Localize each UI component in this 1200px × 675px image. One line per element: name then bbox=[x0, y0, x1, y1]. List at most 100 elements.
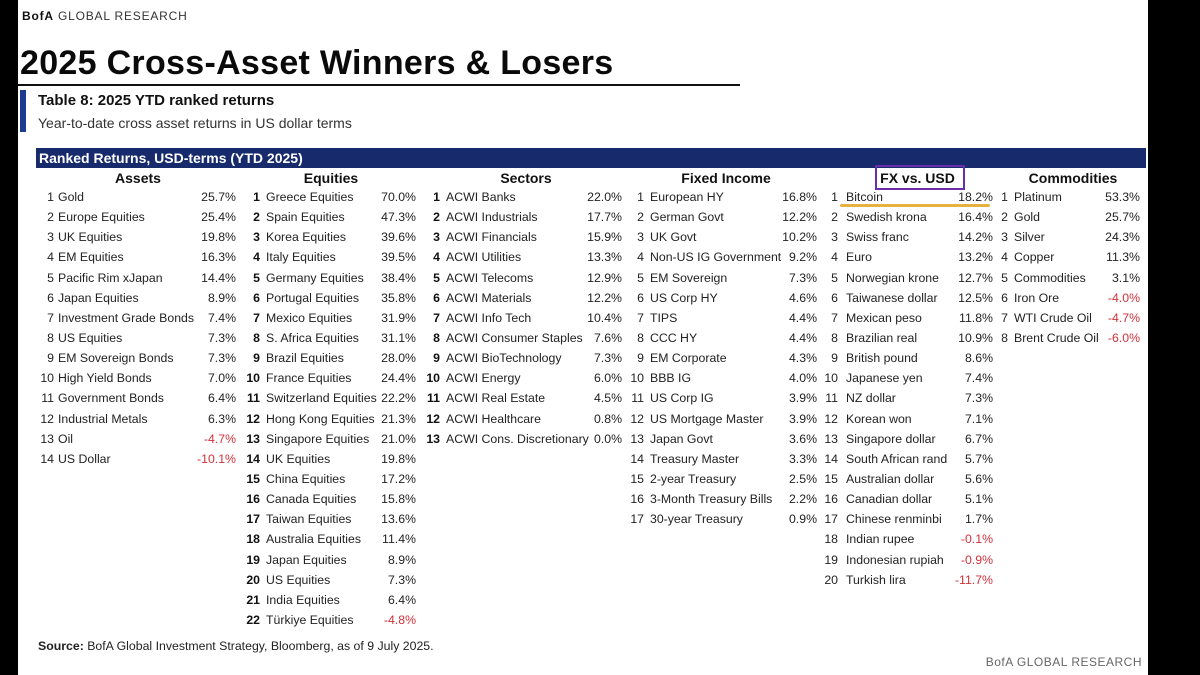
table-row: 11 ACWI Real Estate 4.5% bbox=[426, 389, 626, 409]
rank: 11 bbox=[825, 391, 838, 406]
rank: 22 bbox=[246, 612, 260, 627]
accent-bar bbox=[20, 90, 26, 132]
asset-name: ACWI Industrials bbox=[446, 210, 538, 225]
fx-header-highlight-box bbox=[875, 165, 965, 190]
asset-name: US Mortgage Master bbox=[650, 411, 764, 426]
return-value: 7.3% bbox=[788, 270, 817, 285]
table-row: 4 Euro 13.2% bbox=[820, 248, 997, 268]
table-row: 19 Indonesian rupiah -0.9% bbox=[820, 551, 997, 571]
return-value: 11.3% bbox=[1106, 250, 1140, 265]
rank: 2 bbox=[433, 210, 440, 225]
return-value: 22.2% bbox=[381, 391, 416, 406]
rank: 12 bbox=[824, 411, 838, 426]
table-row: 21 India Equities 6.4% bbox=[246, 591, 420, 611]
table-row: 3 ACWI Financials 15.9% bbox=[426, 228, 626, 248]
column-rows: 1 European HY 16.8% 2 German Govt 12.2% 3 UK Go… bbox=[626, 188, 821, 530]
table-row: 8 CCC HY 4.4% bbox=[626, 329, 821, 349]
asset-name: Gold bbox=[58, 190, 84, 204]
rank: 16 bbox=[630, 492, 644, 507]
asset-name: ACWI Energy bbox=[446, 371, 521, 386]
table-row: 5 Norwegian krone 12.7% bbox=[820, 269, 997, 289]
return-value: 4.5% bbox=[593, 391, 622, 406]
asset-name: Mexico Equities bbox=[266, 310, 353, 325]
rank: 21 bbox=[246, 592, 260, 607]
return-value: 16.3% bbox=[201, 250, 236, 265]
asset-name: US Equities bbox=[266, 572, 331, 587]
table-row: 3 Korea Equities 39.6% bbox=[246, 228, 420, 248]
brand-suffix: GLOBAL RESEARCH bbox=[53, 9, 188, 23]
return-value: 6.0% bbox=[593, 371, 622, 386]
asset-name: Treasury Master bbox=[650, 451, 740, 466]
return-value: 9.2% bbox=[788, 250, 817, 265]
return-value: 6.4% bbox=[387, 592, 416, 607]
return-value: 21.3% bbox=[381, 411, 416, 426]
rank: 13 bbox=[426, 431, 440, 446]
rank: 2 bbox=[253, 210, 260, 225]
table-subtitle: Year-to-date cross asset returns in US d… bbox=[38, 115, 352, 131]
table-row: 13 Japan Govt 3.6% bbox=[626, 430, 821, 450]
asset-name: ACWI Banks bbox=[446, 190, 516, 204]
rank: 3 bbox=[433, 230, 440, 245]
return-value: 7.3% bbox=[207, 330, 236, 345]
return-value: 8.6% bbox=[964, 351, 993, 366]
return-value: 2.2% bbox=[788, 492, 817, 507]
rank: 6 bbox=[1001, 290, 1008, 305]
table-row: 12 ACWI Healthcare 0.8% bbox=[426, 410, 626, 430]
return-value: 11.8% bbox=[959, 310, 993, 325]
asset-name: Oil bbox=[58, 431, 74, 446]
asset-name: ACWI Consumer Staples bbox=[446, 330, 583, 345]
rank: 11 bbox=[41, 391, 54, 406]
asset-name: Hong Kong Equities bbox=[266, 411, 375, 426]
column-header: Commodities bbox=[1028, 170, 1118, 186]
asset-name: US Corp HY bbox=[650, 290, 718, 305]
return-value: 4.3% bbox=[788, 351, 817, 366]
rank: 14 bbox=[40, 451, 54, 466]
return-value: 18.2% bbox=[958, 190, 993, 204]
return-value: 7.1% bbox=[964, 411, 993, 426]
rank: 7 bbox=[637, 310, 644, 325]
return-value: 21.0% bbox=[381, 431, 416, 446]
return-value: 8.9% bbox=[387, 552, 416, 567]
return-value: 12.2% bbox=[587, 290, 622, 305]
column-header: Fixed Income bbox=[681, 170, 771, 186]
rank: 1 bbox=[637, 190, 644, 204]
asset-name: ACWI Telecoms bbox=[446, 270, 534, 285]
table-row: 16 3-Month Treasury Bills 2.2% bbox=[626, 490, 821, 510]
rank: 6 bbox=[831, 290, 838, 305]
return-value: 31.9% bbox=[381, 310, 416, 325]
table-row: 10 High Yield Bonds 7.0% bbox=[38, 369, 240, 389]
rank: 3 bbox=[1001, 230, 1008, 245]
asset-name: ACWI Utilities bbox=[446, 250, 522, 265]
asset-name: ACWI Healthcare bbox=[446, 411, 541, 426]
asset-name: ACWI Financials bbox=[446, 230, 537, 245]
table-row: 6 Portugal Equities 35.8% bbox=[246, 289, 420, 309]
asset-name: Canada Equities bbox=[266, 492, 357, 507]
rank: 11 bbox=[247, 391, 260, 406]
table-row: 8 Brazilian real 10.9% bbox=[820, 329, 997, 349]
return-value: 25.7% bbox=[201, 190, 236, 204]
asset-name: Chinese renminbi bbox=[846, 512, 942, 527]
rank: 7 bbox=[433, 310, 440, 325]
return-value: 53.3% bbox=[1105, 190, 1140, 204]
return-value: 4.4% bbox=[788, 330, 817, 345]
return-value: 6.4% bbox=[207, 391, 236, 406]
return-value: -4.8% bbox=[383, 612, 416, 627]
table-row: 11 US Corp IG 3.9% bbox=[626, 389, 821, 409]
return-value: 19.8% bbox=[201, 230, 236, 245]
rank: 2 bbox=[831, 210, 838, 225]
asset-name: Japan Equities bbox=[266, 552, 347, 567]
asset-name: Industrial Metals bbox=[58, 411, 148, 426]
rank: 9 bbox=[433, 351, 440, 366]
table-row: 14 Treasury Master 3.3% bbox=[626, 450, 821, 470]
table-row: 6 US Corp HY 4.6% bbox=[626, 289, 821, 309]
source-text: BofA Global Investment Strategy, Bloombe… bbox=[83, 639, 434, 653]
rank: 3 bbox=[831, 230, 838, 245]
asset-name: China Equities bbox=[266, 471, 346, 486]
rank: 12 bbox=[630, 411, 644, 426]
table-row: 2 Gold 25.7% bbox=[998, 208, 1144, 228]
column-header: Assets bbox=[115, 170, 161, 186]
column-rows: 1 Gold 25.7% 2 Europe Equities 25.4% 3 UK Equit… bbox=[38, 188, 240, 470]
rank: 1 bbox=[1001, 190, 1008, 204]
table-row: 9 ACWI BioTechnology 7.3% bbox=[426, 349, 626, 369]
table-row: 2 Swedish krona 16.4% bbox=[820, 208, 997, 228]
